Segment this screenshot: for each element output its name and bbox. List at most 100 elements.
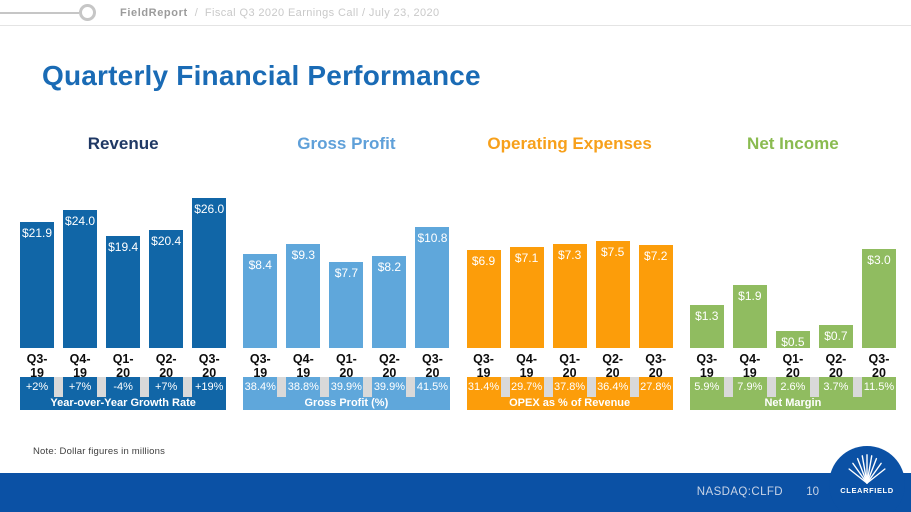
logo-wordmark: CLEARFIELD — [840, 486, 894, 495]
shell-fan-icon — [848, 454, 886, 484]
strip-divider — [277, 377, 287, 397]
bar-value-label: $7.7 — [334, 266, 359, 280]
x-axis-label: Q1-20 — [782, 352, 804, 380]
bar-value-label: $24.0 — [65, 214, 96, 228]
strip-percentage: -4% — [113, 381, 133, 393]
x-axis-label: Q3-19 — [473, 352, 494, 380]
strip-divider — [363, 377, 373, 397]
bar-Q2-20: $7.5 — [595, 241, 630, 348]
x-axis-label: Q1-20 — [112, 352, 134, 380]
bar-Q3-19: $1.3 — [689, 305, 724, 348]
strip-percentage: 39.9% — [373, 381, 406, 393]
strip-percentage: 31.4% — [467, 381, 500, 393]
strip-label: OPEX as % of Revenue — [509, 397, 631, 409]
bar-value-label: $6.9 — [471, 254, 496, 268]
bar-Q2-20: $20.4 — [149, 230, 184, 348]
bar-Q4-19: $1.9 — [732, 285, 767, 348]
chart-categories: Q3-19 Q4-19 Q1-20 Q2-20 Q3-20 — [20, 352, 226, 380]
strip-divider — [852, 377, 862, 397]
chart-plot: $6.9 $7.1 $7.3 $7.5 $7.2 — [466, 160, 673, 348]
chart-categories: Q3-19 Q4-19 Q1-20 Q2-20 Q3-20 — [690, 352, 896, 380]
footer-bar: NASDAQ:CLFD 10 CLEARFIELD — [0, 446, 911, 512]
bar-value-label: $1.3 — [695, 309, 719, 323]
bar-Q1-20: $0.5 — [775, 331, 810, 349]
strip-percentage: 38.8% — [287, 381, 319, 393]
chart-plot: $21.9 $24.0 $19.4 $20.4 $26.0 — [20, 160, 227, 348]
x-axis-label: Q3-20 — [868, 352, 890, 380]
bar-value-label: $7.5 — [600, 245, 625, 259]
strip-percentage: +7% — [68, 381, 92, 393]
bar-value-label: $3.0 — [867, 253, 891, 267]
strip-percentage: +19% — [194, 381, 224, 393]
strip-divider — [320, 377, 330, 397]
chart-metric-strip: 5.9% 7.9% 2.6% 3.7% 11.5% Net Margin — [689, 377, 896, 410]
strip-divider — [766, 377, 776, 397]
strip-percentage: 11.5% — [863, 381, 895, 393]
strip-percentage: +2% — [25, 381, 49, 393]
bar-value-label: $26.0 — [194, 202, 225, 216]
bar-Q3-20: $3.0 — [861, 249, 896, 348]
bar-Q3-20: $26.0 — [192, 198, 227, 348]
x-axis-label: Q4-19 — [516, 352, 537, 380]
chart-gross-profit: Gross Profit $8.4 $9.3 $7.7 $8.2 $10.8 Q3-19… — [243, 134, 450, 410]
bar-Q2-20: $0.7 — [818, 325, 853, 348]
chart-plot: $8.4 $9.3 $7.7 $8.2 $10.8 — [243, 160, 450, 348]
strip-divider — [140, 377, 150, 397]
bar-value-label: $0.5 — [781, 335, 805, 349]
chart-title: Operating Expenses — [487, 134, 652, 153]
bar-value-label: $0.7 — [824, 329, 848, 343]
x-axis-label: Q3-20 — [198, 352, 220, 380]
bar-Q3-20: $10.8 — [415, 227, 450, 348]
bar-value-label: $10.8 — [417, 231, 448, 245]
bar-value-label: $7.1 — [514, 251, 539, 265]
bar-Q1-20: $7.7 — [329, 262, 364, 348]
strip-divider — [97, 377, 107, 397]
header-timeline-node-icon — [79, 4, 96, 21]
header-timeline-line — [0, 12, 79, 14]
bar-Q3-19: $8.4 — [243, 254, 278, 348]
strip-divider — [543, 377, 553, 397]
x-axis-label: Q3-20 — [645, 352, 667, 380]
strip-divider — [406, 377, 416, 397]
chart-revenue: Revenue $21.9 $24.0 $19.4 $20.4 $26.0 Q3-19 Q… — [20, 134, 227, 410]
breadcrumb-subtitle: Fiscal Q3 2020 Earnings Call / July 23, … — [204, 7, 440, 19]
chart-operating-expenses: Operating Expenses $6.9 $7.1 $7.3 $7.5 $7.2 … — [466, 134, 673, 410]
strip-divider — [809, 377, 819, 397]
x-axis-label: Q4-19 — [292, 352, 314, 380]
strip-percentage: 3.7% — [823, 381, 849, 393]
bar-Q3-19: $6.9 — [466, 250, 501, 348]
strip-divider — [183, 377, 193, 397]
x-axis-label: Q3-19 — [696, 352, 718, 380]
strip-values: 38.4% 38.8% 39.9% 39.9% 41.5% — [243, 377, 449, 397]
strip-percentage: 36.4% — [597, 381, 629, 393]
breadcrumb-separator: / — [194, 7, 198, 19]
bar-Q4-19: $9.3 — [286, 244, 321, 348]
strip-label: Gross Profit (%) — [304, 397, 389, 409]
strip-percentage: 29.7% — [510, 381, 543, 393]
strip-percentage: +7% — [155, 381, 178, 393]
bar-Q4-19: $7.1 — [509, 247, 544, 348]
brand-name: FieldReport — [120, 7, 188, 19]
strip-percentage: 37.8% — [554, 381, 586, 393]
chart-categories: Q3-19 Q4-19 Q1-20 Q2-20 Q3-20 — [467, 352, 673, 380]
strip-percentage: 41.5% — [416, 381, 449, 393]
bar-value-label: $9.3 — [291, 248, 315, 262]
strip-values: 5.9% 7.9% 2.6% 3.7% 11.5% — [690, 377, 896, 397]
bar-value-label: $7.3 — [557, 248, 582, 262]
chart-metric-strip: 31.4% 29.7% 37.8% 36.4% 27.8% OPEX as % of R… — [466, 377, 673, 410]
bar-value-label: $8.4 — [248, 258, 272, 272]
chart-plot: $1.3 $1.9 $0.5 $0.7 $3.0 — [689, 160, 896, 349]
bar-Q3-20: $7.2 — [638, 245, 673, 348]
strip-divider — [500, 377, 510, 397]
strip-divider — [723, 377, 733, 397]
strip-percentage: 39.9% — [330, 381, 362, 393]
x-axis-label: Q4-19 — [69, 352, 91, 380]
x-axis-label: Q2-20 — [378, 352, 400, 380]
bar-Q1-20: $7.3 — [552, 244, 587, 348]
strip-percentage: 5.9% — [694, 381, 720, 393]
bar-value-label: $19.4 — [108, 240, 139, 254]
x-axis-label: Q1-20 — [335, 352, 357, 380]
charts-row: Revenue $21.9 $24.0 $19.4 $20.4 $26.0 Q3-19 Q… — [20, 134, 896, 410]
strip-percentage: 38.4% — [244, 381, 276, 393]
